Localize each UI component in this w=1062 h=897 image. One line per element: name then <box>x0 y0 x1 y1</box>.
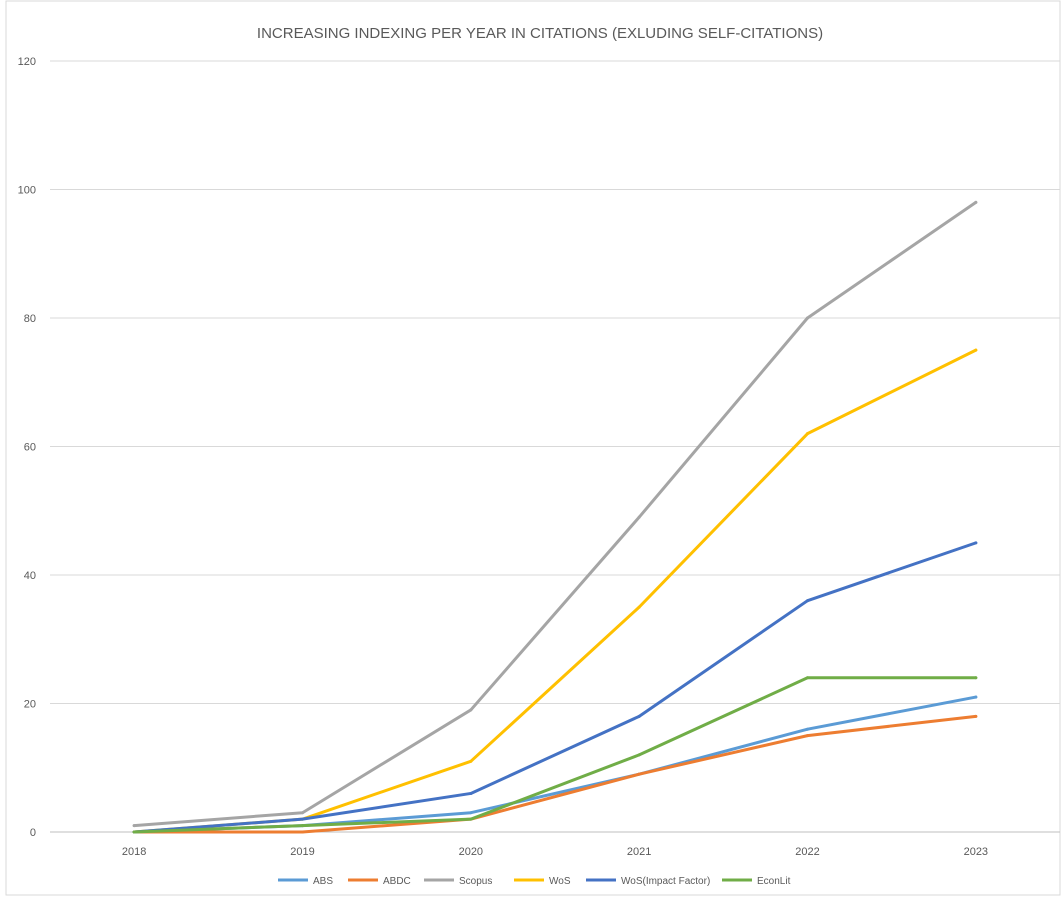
legend-item: Scopus <box>424 876 492 887</box>
y-tick-label: 20 <box>24 699 36 711</box>
x-tick-label: 2018 <box>122 846 146 858</box>
data-point <box>806 676 809 680</box>
data-point <box>301 824 304 828</box>
data-point <box>974 541 978 545</box>
data-point <box>637 714 641 718</box>
y-tick-label: 40 <box>24 570 36 582</box>
data-point <box>974 200 978 204</box>
x-tick-label: 2022 <box>795 846 819 858</box>
data-point <box>637 753 641 757</box>
data-point <box>806 727 809 731</box>
series-scopus <box>132 200 978 828</box>
data-point <box>806 599 809 603</box>
data-point <box>974 714 978 718</box>
data-point <box>974 676 978 680</box>
y-tick-label: 100 <box>18 185 36 197</box>
series-econlit <box>132 676 978 834</box>
series-line <box>132 541 978 834</box>
data-point <box>301 817 304 821</box>
data-point <box>637 515 641 519</box>
y-tick-label: 80 <box>24 313 36 325</box>
data-point <box>469 817 473 821</box>
chart-area-border <box>5 0 1061 896</box>
data-point <box>806 734 809 738</box>
series-lines <box>132 200 978 834</box>
y-tick-label: 0 <box>30 827 36 839</box>
legend-item: EconLit <box>722 876 791 887</box>
legend-item: WoS(Impact Factor) <box>586 876 710 887</box>
chart-title: INCREASING INDEXING PER YEAR IN CITATION… <box>257 25 823 42</box>
data-point <box>132 824 136 828</box>
data-point <box>469 791 473 795</box>
legend-item: ABDC <box>348 876 411 887</box>
legend-label: WoS <box>549 876 571 887</box>
legend-label: EconLit <box>757 876 791 887</box>
x-axis-ticks: 2018 2019 2020 2021 2022 2023 <box>122 846 988 858</box>
legend-item: WoS <box>514 876 571 887</box>
data-point <box>469 759 473 763</box>
data-point <box>469 708 473 712</box>
data-point <box>974 348 978 352</box>
data-point <box>132 830 136 834</box>
series-line <box>132 714 978 834</box>
series-line <box>132 200 978 828</box>
data-point <box>301 811 304 815</box>
data-point <box>637 772 641 776</box>
y-tick-label: 60 <box>24 442 36 454</box>
data-point <box>806 316 809 320</box>
series-line <box>132 676 978 834</box>
gridlines <box>50 60 1060 833</box>
y-axis-ticks: 0 20 40 60 80 100 120 <box>18 56 36 839</box>
x-tick-label: 2021 <box>627 846 651 858</box>
legend-label: WoS(Impact Factor) <box>621 876 710 887</box>
data-point <box>469 811 473 815</box>
x-tick-label: 2019 <box>290 846 314 858</box>
legend-item: ABS <box>278 876 333 887</box>
data-point <box>301 830 304 834</box>
legend: ABS ABDC Scopus WoS WoS(Impact Factor) EconLi… <box>278 876 791 887</box>
data-point <box>637 605 641 609</box>
data-point <box>806 432 809 436</box>
legend-label: ABDC <box>383 876 411 887</box>
y-tick-label: 120 <box>18 56 36 68</box>
data-point <box>974 695 978 699</box>
legend-label: ABS <box>313 876 333 887</box>
legend-label: Scopus <box>459 876 492 887</box>
x-tick-label: 2020 <box>459 846 483 858</box>
x-tick-label: 2023 <box>964 846 988 858</box>
